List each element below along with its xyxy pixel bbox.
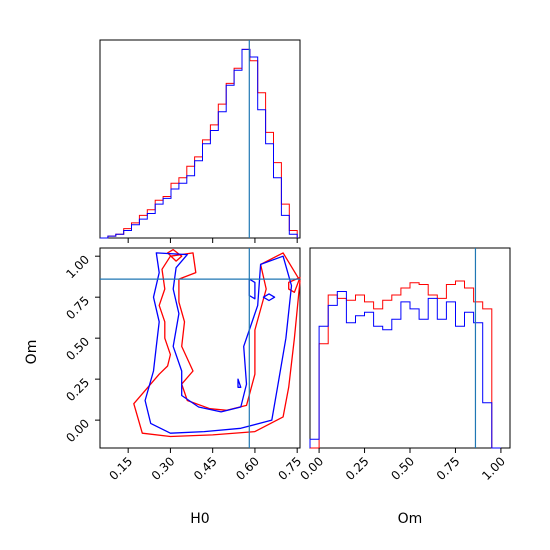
contour-xtick-label-0: 0.15 bbox=[106, 454, 135, 483]
hist-om-xtick-label-0: 0.00 bbox=[297, 454, 326, 483]
contour-xtick-label-2: 0.45 bbox=[191, 454, 220, 483]
contour-blue-4 bbox=[248, 278, 256, 300]
hist-om-xtick-label-4: 1.00 bbox=[479, 454, 508, 483]
contour-red-0 bbox=[133, 252, 301, 438]
contour-ytick-label-3: 0.75 bbox=[63, 293, 92, 322]
hist-h0-series-blue bbox=[100, 48, 298, 239]
hist-om-frame bbox=[309, 247, 511, 449]
contour-ytick-label-0: 0.00 bbox=[63, 416, 92, 445]
contour-blue-5 bbox=[262, 293, 276, 302]
hist-om-series-blue bbox=[309, 291, 501, 449]
contour-blue-6 bbox=[237, 378, 242, 388]
hist-om-xtick-label-2: 0.50 bbox=[388, 454, 417, 483]
contour-ytick-label-4: 1.00 bbox=[63, 252, 92, 281]
contour-panel: 0.15 0.30 0.45 0.60 0.75 0.00 0.25 0.50 0.75 1.0… bbox=[24, 247, 305, 527]
contour-ytick-label-1: 0.25 bbox=[63, 375, 92, 404]
contour-xtick-label-3: 0.60 bbox=[233, 454, 262, 483]
contour-frame bbox=[99, 247, 301, 449]
contour-xtick-label-1: 0.30 bbox=[149, 454, 178, 483]
contour-red-2 bbox=[166, 248, 183, 262]
y-axis-label-om: Om bbox=[24, 340, 40, 365]
x-axis-label-om: Om bbox=[398, 511, 423, 527]
contour-blue-3 bbox=[144, 252, 293, 434]
contour-xtick-label-4: 0.75 bbox=[276, 454, 305, 483]
x-axis-label-h0: H0 bbox=[190, 511, 209, 527]
hist-h0-panel bbox=[99, 39, 301, 243]
contour-ytick-label-2: 0.50 bbox=[63, 334, 92, 363]
hist-om-panel: 0.00 0.25 0.50 0.75 1.00 Om bbox=[297, 247, 511, 527]
hist-om-series-red bbox=[310, 280, 501, 449]
hist-om-xtick-label-1: 0.25 bbox=[343, 454, 372, 483]
hist-om-xtick-label-3: 0.75 bbox=[434, 454, 463, 483]
hist-h0-frame bbox=[99, 39, 301, 239]
